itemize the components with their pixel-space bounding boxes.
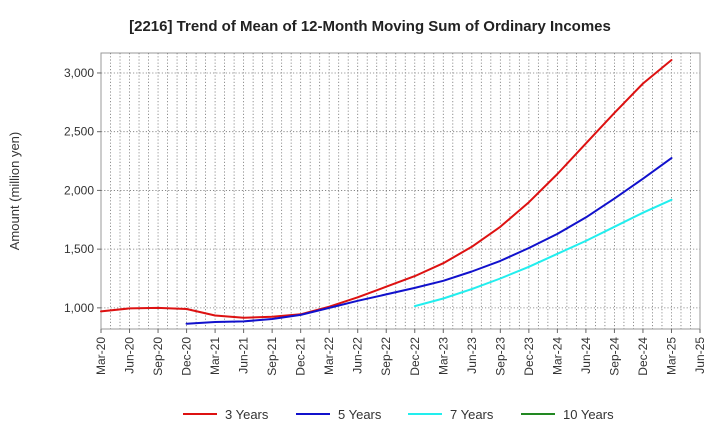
x-tick-label: Sep-22 [379,337,393,376]
x-tick-label: Mar-22 [322,337,336,375]
legend-label: 7 Years [450,407,494,422]
x-tick-label: Dec-22 [408,337,422,376]
series-line-3-years [100,59,673,319]
y-axis-ticks: 1,000 1,500 2,000 2,500 3,000 [64,66,101,315]
x-axis-ticks: Mar-20 Jun-20 Sep-20 Dec-20 Mar-21 Jun-21 Sep-… [94,329,707,376]
x-tick-label: Jun-25 [693,337,707,374]
x-tick-label: Sep-21 [265,337,279,376]
x-tick-label: Dec-23 [522,337,536,376]
y-axis-label: Amount (million yen) [7,132,22,251]
x-tick-label: Dec-20 [180,337,194,376]
horizontal-gridlines [101,72,700,309]
y-tick-label: 1,500 [64,242,94,256]
x-tick-label: Mar-23 [436,337,450,375]
y-tick-label: 1,000 [64,301,94,315]
x-tick-label: Sep-24 [607,337,621,376]
vertical-gridlines [110,53,691,329]
x-tick-label: Dec-21 [294,337,308,376]
x-tick-label: Jun-21 [237,337,251,374]
legend-label: 3 Years [225,407,269,422]
x-tick-label: Jun-20 [123,337,137,374]
legend-label: 5 Years [338,407,382,422]
plot-area [100,52,701,330]
y-tick-label: 2,000 [64,183,94,197]
x-tick-label: Mar-21 [208,337,222,375]
legend: 3 Years 5 Years 7 Years 10 Years [183,407,614,422]
x-tick-label: Mar-20 [94,337,108,375]
y-tick-label: 2,500 [64,125,94,139]
chart-title: [2216] Trend of Mean of 12-Month Moving … [129,18,611,35]
series-line-7-years [413,198,673,308]
x-tick-label: Sep-20 [151,337,165,376]
x-tick-label: Mar-25 [664,337,678,375]
x-tick-label: Sep-23 [493,337,507,376]
legend-label: 10 Years [563,407,614,422]
x-tick-label: Mar-24 [550,337,564,375]
series-lines [100,59,673,325]
x-tick-label: Jun-23 [465,337,479,374]
x-tick-label: Dec-24 [636,337,650,376]
y-tick-label: 3,000 [64,66,94,80]
x-tick-label: Jun-24 [579,337,593,374]
series-line-5-years [185,157,673,325]
x-tick-label: Jun-22 [351,337,365,374]
